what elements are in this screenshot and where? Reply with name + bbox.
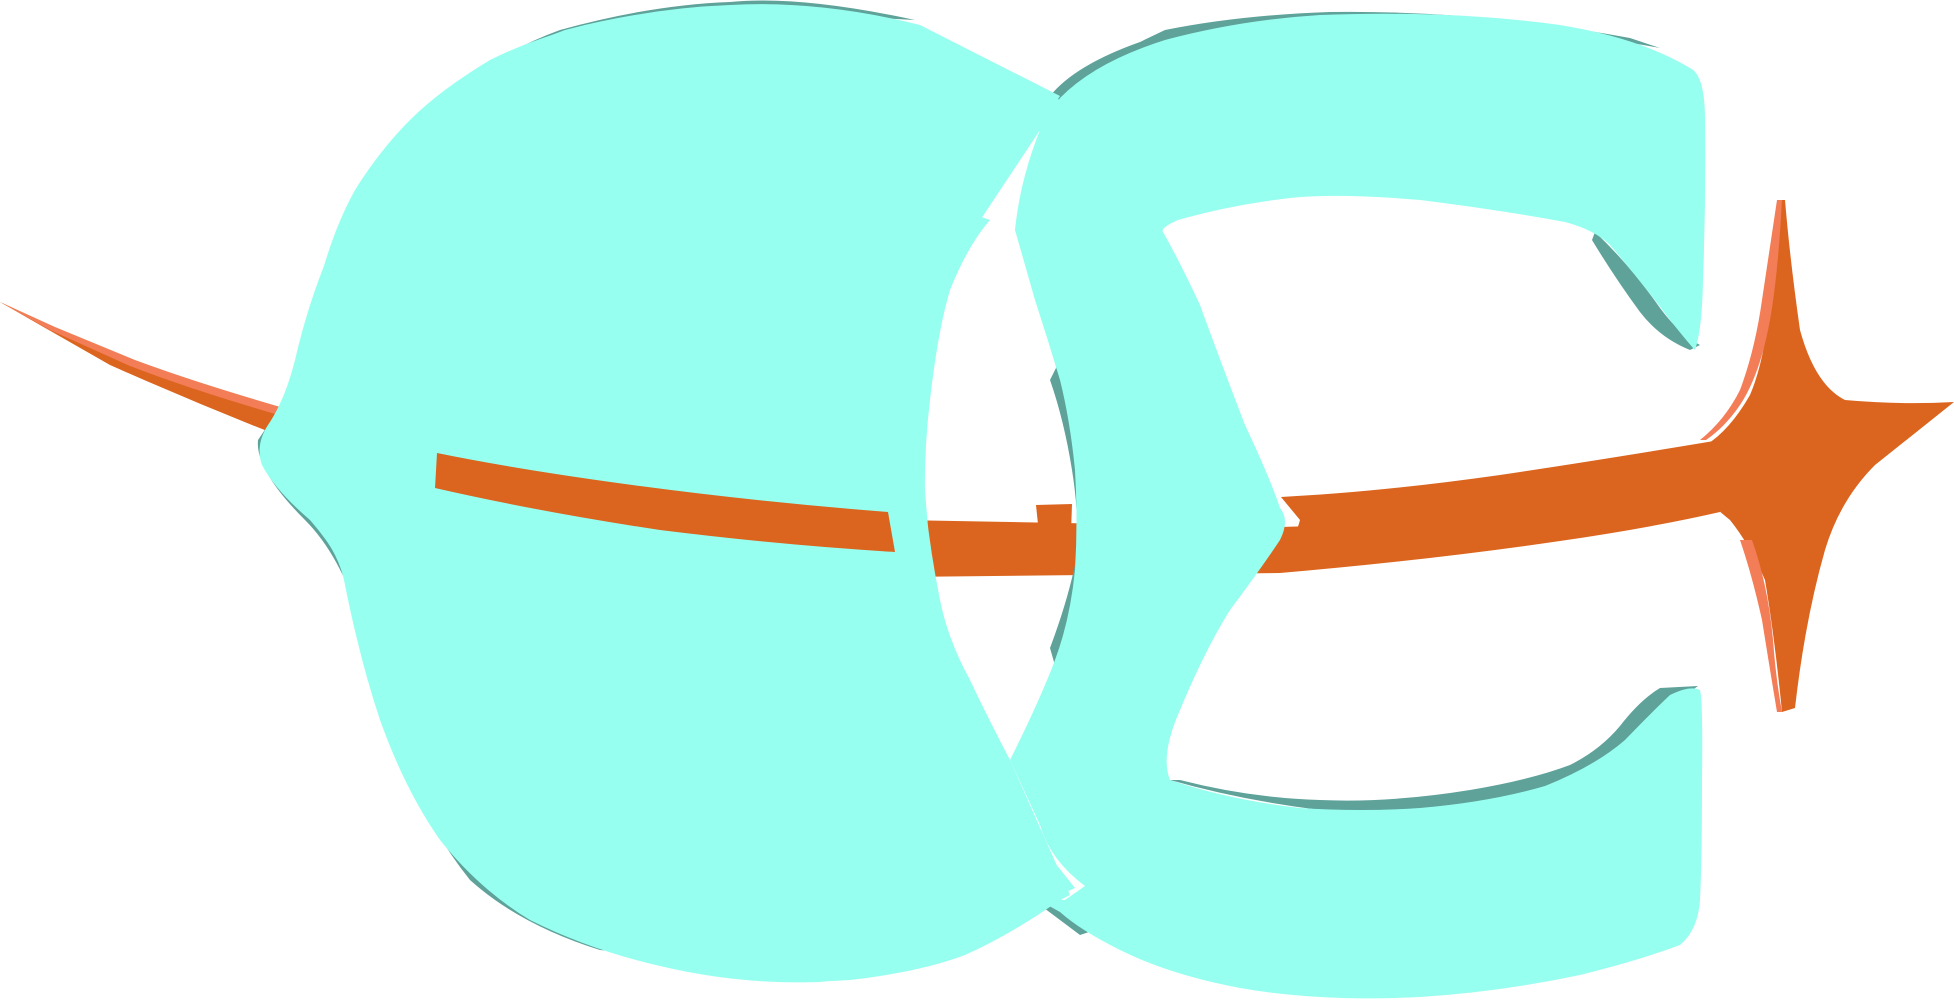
spear-tail-highlight (0, 302, 312, 421)
star-highlight-bottom (1740, 540, 1782, 712)
left-c-outer (265, 5, 1075, 983)
spear-front-pieces (435, 440, 1722, 565)
spear-middle-front (1036, 504, 1072, 563)
spear-right-front (1275, 440, 1722, 565)
right-c-hook-shadow (1592, 232, 1700, 350)
star-highlight-top (1700, 200, 1782, 440)
right-c-body (1010, 13, 1706, 999)
spear-left-front (435, 453, 895, 552)
star-main (1706, 200, 1954, 712)
right-c-letter-icon (1010, 13, 1706, 999)
four-point-star-icon (1700, 200, 1954, 712)
left-c-letter-icon-overlay (265, 5, 1075, 983)
